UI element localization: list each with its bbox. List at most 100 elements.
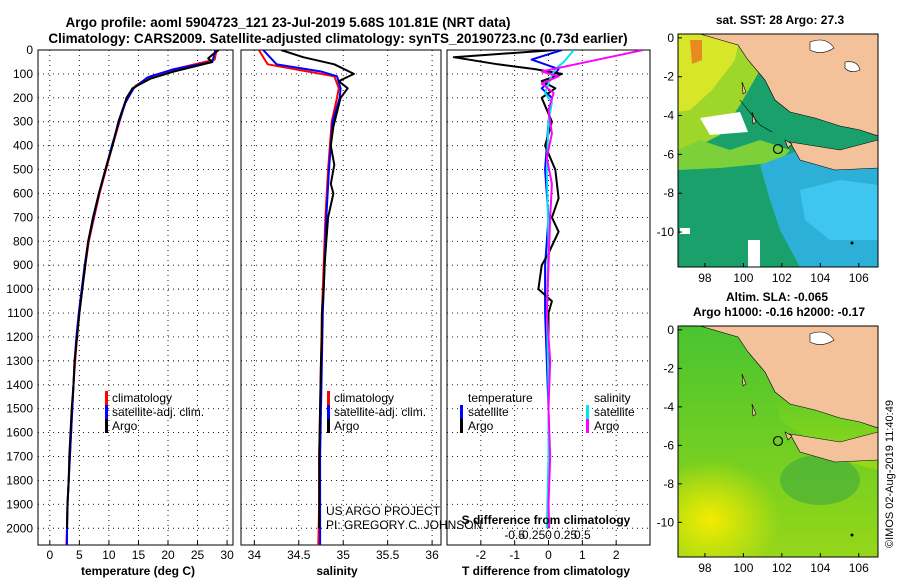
sla-land-java [789,431,878,463]
lon-tick-label: 104 [810,271,830,285]
legend-satellite-swatch [327,405,330,419]
sst-island [809,39,835,53]
legend-satellite-swatch [105,405,108,419]
sst-cloud-gap [748,240,760,267]
lat-tick-label: -2 [663,70,674,84]
x-tick-label: 35.5 [376,548,400,562]
s-diff-tick-label: -0.5 [504,528,525,542]
lon-tick-label: 102 [772,561,792,575]
lat-tick-label: 0 [667,31,674,45]
y-tick-label: 800 [13,234,33,248]
legend-satellite-label: satellite-adj. clim. [112,405,204,419]
s-diff-tick-label: 0.5 [574,528,591,542]
imos-watermark: ©IMOS 02-Aug-2019 11:40:49 [884,400,896,548]
t-diff-tick-labels: -2 -1 0 1 2 [475,548,619,562]
sla-map-title: Altim. SLA: -0.065 [726,290,828,304]
temperature-axes-frame [37,49,234,546]
y-tick-label: 100 [13,67,33,81]
x-tick-label: 25 [191,548,205,562]
temperature-grid [38,49,233,545]
lat-tick-label: -10 [657,225,675,239]
sst-land-java [789,139,878,171]
sla-map-subtitle: Argo h1000: -0.16 h2000: -0.17 [693,305,865,319]
series-line-climatology [65,50,218,545]
salinity-axes-frame [240,49,442,546]
t-diff-xlabel: T difference from climatology [462,564,630,578]
y-tick-label: 1200 [6,330,33,344]
legend-t-argo-swatch [460,419,463,433]
legend-argo-swatch [105,419,108,433]
header-line-1: Argo profile: aoml 5904723_121 23-Jul-20… [66,15,511,30]
salinity-panel: 34 34.5 35 35.5 36 salinity climatology sate… [240,49,482,578]
sst-land-sumatra [699,34,878,137]
x-tick-label: 34 [248,548,262,562]
difference-legend: temperature satellite Argo salinity sate… [460,391,635,433]
difference-lines [452,50,644,529]
x-tick-label: 1 [579,548,586,562]
sla-lon-ticks: 98 100 102 104 106 [698,553,869,575]
x-tick-label: 10 [102,548,116,562]
lat-tick-label: -6 [663,147,674,161]
sst-coolest [800,180,878,240]
y-tick-label: 200 [13,91,33,105]
x-tick-label: 20 [161,548,175,562]
credit-line-1: US ARGO PROJECT [326,504,441,518]
legend-s-argo-label: Argo [594,419,620,433]
x-tick-label: -2 [475,548,486,562]
series-line-argo [280,50,355,529]
sst-band [678,140,790,170]
lat-tick-label: -6 [663,438,674,452]
salinity-tick-labels: 34 34.5 35 35.5 36 [248,548,439,562]
sst-cloud-gap [700,112,748,135]
depth-tick-labels: 0 100 200 300 400 500 600 700 800 900 1000 1100 1200… [6,43,33,535]
y-tick-label: 1600 [6,426,33,440]
salinity-lines [257,50,355,545]
lon-tick-label: 102 [772,271,792,285]
y-tick-label: 900 [13,258,33,272]
legend-climatology-swatch [327,391,330,405]
lon-tick-label: 104 [810,561,830,575]
sst-argo-location [772,143,784,155]
legend-climatology-label: climatology [112,391,172,405]
sst-coast-contour [739,99,773,133]
sla-low-patch [780,455,860,505]
sst-lat-ticks: 0 -2 -4 -6 -8 -10 [657,31,682,239]
temperature-lines [65,50,220,545]
salinity-grid [241,49,441,545]
lat-tick-label: -4 [663,109,674,123]
sla-lat-ticks: 0 -2 -4 -6 -8 -10 [657,323,682,529]
lon-tick-label: 100 [733,271,753,285]
lat-tick-label: -10 [657,515,675,529]
x-tick-label: 35 [337,548,351,562]
temperature-xlabel: temperature (deg C) [81,564,195,578]
sla-island [809,331,835,345]
legend-satellite-label: satellite-adj. clim. [334,405,426,419]
y-tick-label: 1700 [6,450,33,464]
sst-map-title: sat. SST: 28 Argo: 27.3 [716,13,845,27]
legend-s-satellite-label: satellite [594,405,635,419]
y-tick-label: 600 [13,186,33,200]
lat-tick-label: -2 [663,361,674,375]
series-line-s-argo [540,50,644,529]
y-tick-label: 1300 [6,354,33,368]
x-tick-label: 5 [76,548,83,562]
x-tick-label: 34.5 [287,548,311,562]
series-line-argo [66,50,220,529]
lon-tick-label: 106 [849,271,869,285]
x-tick-label: 30 [220,548,234,562]
y-tick-label: 1400 [6,378,33,392]
difference-grid [447,49,650,545]
sst-island-dot [850,241,854,245]
lat-tick-label: -8 [663,477,674,491]
x-tick-label: 0 [545,548,552,562]
sst-lon-ticks: 98 100 102 104 106 [698,263,869,285]
legend-t-satellite-label: satellite [468,405,509,419]
s-diff-tick-label: 0.25 [554,528,578,542]
sst-map-panel: sat. SST: 28 Argo: 27.3 98 100 102 104 106 0… [657,13,879,285]
temperature-legend: climatology satellite-adj. clim. Argo [105,391,204,433]
x-tick-label: 36 [425,548,439,562]
difference-panel: -2 -1 0 1 2 -0.5-0.25 0 0.250.5 S difference f… [446,49,651,578]
y-tick-label: 700 [13,210,33,224]
lon-tick-label: 98 [698,561,712,575]
